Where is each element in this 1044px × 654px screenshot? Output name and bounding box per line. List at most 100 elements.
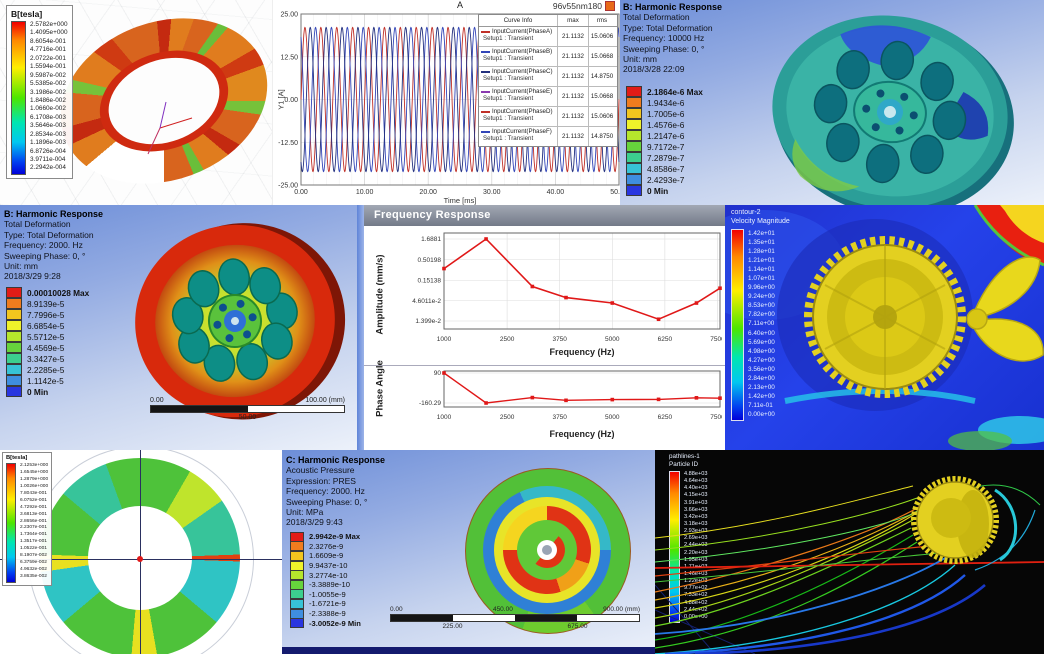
deformation-legend: 2.1864e-6 Max 1.9434e-6 1.7005e-6 1.4576…: [626, 86, 703, 196]
legend-swatch: [290, 550, 304, 561]
window-left-border: [357, 205, 364, 450]
wheel-deformation-plot: [135, 223, 346, 420]
legend-value: 1.6609e-9: [309, 551, 344, 561]
legend-value: 1.7005e-6: [647, 108, 685, 119]
info-line: Frequency: 2000. Hz: [286, 486, 365, 497]
curve-rms: 14.8750: [588, 67, 615, 86]
legend-value: 8.6054e-001: [30, 37, 66, 45]
svg-text:90: 90: [434, 370, 442, 377]
ruler-bar: [150, 405, 345, 413]
legend-value: 6.1708e-003: [30, 113, 66, 121]
legend-value: 7.33e+02: [684, 592, 708, 599]
legend-value: 6.40e+00: [748, 329, 775, 337]
legend-value: 1.6545e+000: [20, 469, 49, 475]
legend-value: 7.82e+00: [748, 311, 775, 319]
legend-value: 2.2942e-004: [30, 164, 66, 172]
curve-rms: 14.8750: [588, 127, 615, 146]
curve-setup: Setup1 : Transient: [483, 135, 534, 142]
curve-name-cell: InputCurrent(PhaseE) Setup1 : Transient: [479, 87, 557, 106]
svg-text:0.00: 0.00: [284, 97, 298, 104]
legend-values: 2.1253e+000 1.6545e+000 1.2879e+000 1.0026e…: [20, 463, 48, 583]
legend-value: 1.35e+01: [748, 239, 775, 247]
curve-row: InputCurrent(PhaseD) Setup1 : Transient …: [479, 107, 617, 127]
svg-text:-160.29: -160.29: [419, 400, 441, 407]
legend-row: -3.0052e-9 Min: [290, 618, 361, 629]
scale-ruler: 0.00 100.00 (mm) 50.00: [150, 397, 345, 421]
curve-name: InputCurrent(PhaseB): [492, 48, 553, 55]
legend-value: 7.11e+00: [748, 320, 775, 328]
curve-rms: 15.0606: [588, 107, 615, 126]
info-line: Unit: mm: [623, 54, 657, 65]
svg-text:0.00: 0.00: [294, 189, 308, 196]
legend-value: 1.2879e+000: [20, 476, 49, 482]
origin-marker: [137, 556, 143, 562]
svg-text:5000: 5000: [605, 414, 620, 421]
legend-value: -1.6721e-9: [309, 599, 346, 609]
legend-row: -3.3889e-10: [290, 579, 361, 590]
legend-value: 3.18e+03: [684, 520, 708, 527]
curve-max: 21.1132: [557, 67, 588, 86]
legend-row: 2.9942e-9 Max: [290, 531, 361, 542]
legend-value: 3.1986e-002: [30, 88, 66, 96]
legend-value: 2.2307e-001: [20, 525, 47, 531]
legend-value: 2.69e+03: [684, 535, 708, 542]
legend-row: 1.4576e-6: [626, 119, 703, 130]
legend-value: 4.64e+03: [684, 478, 708, 485]
svg-text:12.50: 12.50: [280, 54, 298, 61]
legend-value: 1.1142e-5: [27, 375, 64, 386]
legend-value: 3.91e+03: [684, 499, 708, 506]
legend-title-2: Velocity Magnitude: [731, 217, 790, 225]
curve-name-cell: InputCurrent(PhaseA) Setup1 : Transient: [479, 27, 557, 46]
ruler-start: 0.00: [390, 606, 403, 613]
legend-value: 9.96e+00: [748, 284, 775, 292]
curve-rms: 15.0668: [588, 87, 615, 106]
curve-row: InputCurrent(PhaseC) Setup1 : Transient …: [479, 67, 617, 87]
curve-name: InputCurrent(PhaseA): [492, 28, 553, 35]
legend-row: 7.7996e-5: [6, 309, 89, 320]
legend-value: 6.8726e-004: [30, 147, 66, 155]
curve-max: 21.1132: [557, 107, 588, 126]
legend-values: 2.5782e+000 1.4095e+000 8.6054e-001 4.7716e…: [30, 21, 68, 175]
ruler-mid: 450.00: [492, 606, 513, 613]
legend-value: 3.5646e-003: [30, 122, 66, 130]
svg-text:2500: 2500: [500, 336, 515, 343]
ruler-end: 900.00 (mm): [603, 606, 640, 613]
harmonic-response-2000-panel: B: Harmonic Response Total Deformation Typ…: [0, 205, 357, 450]
info-line: 2018/3/29 9:43: [286, 517, 343, 528]
legend-value: -3.0052e-9 Min: [309, 618, 361, 628]
deformation-legend: 0.00010028 Max 8.9139e-5 7.7996e-5 6.685…: [6, 287, 89, 397]
legend-row: 6.6854e-5: [6, 320, 89, 331]
info-line: Type: Total Deformation: [623, 22, 713, 33]
legend-swatch: [290, 589, 304, 600]
svg-text:1000: 1000: [437, 414, 452, 421]
info-line: Type: Total Deformation: [4, 229, 94, 240]
svg-text:1.399e-2: 1.399e-2: [415, 318, 441, 325]
legend-title-1: pathlines-1: [669, 453, 700, 460]
legend-row: 1.9434e-6: [626, 97, 703, 108]
legend-value: 4.98e+00: [748, 347, 775, 355]
legend-swatch: [6, 364, 22, 375]
legend-row: 0.00010028 Max: [6, 287, 89, 298]
legend-value: 5.5385e-002: [30, 80, 66, 88]
legend-value: -3.3889e-10: [309, 580, 350, 590]
header-curve-info: Curve Info: [503, 17, 533, 24]
field-legend: B[tesla] 2.1253e+000 1.6545e+000 1.2879e+0…: [2, 452, 53, 586]
svg-text:40.00: 40.00: [547, 189, 565, 196]
window-title-bar[interactable]: Frequency Response: [364, 205, 725, 226]
svg-text:3750: 3750: [552, 336, 567, 343]
legend-swatch: [626, 141, 642, 152]
curve-max: 21.1132: [557, 87, 588, 106]
legend-swatch: [626, 174, 642, 185]
legend-value: 4.15e+03: [684, 492, 708, 499]
legend-swatch: [290, 560, 304, 571]
legend-row: 3.3427e-5: [6, 353, 89, 364]
chart-subtitle-row: 96v55nm180: [523, 1, 615, 11]
cfd-velocity-panel: contour-2 Velocity Magnitude 1.42e+01 1.3…: [725, 205, 1044, 450]
ruler-mid: 50.00: [238, 414, 257, 421]
curve-row: InputCurrent(PhaseE) Setup1 : Transient …: [479, 87, 617, 107]
info-line: Frequency: 10000 Hz: [623, 33, 705, 44]
curve-setup: Setup1 : Transient: [483, 35, 534, 42]
curve-name: InputCurrent(PhaseD): [492, 108, 553, 115]
legend-value: 1.21e+01: [748, 257, 775, 265]
curve-name-cell: InputCurrent(PhaseD) Setup1 : Transient: [479, 107, 557, 126]
